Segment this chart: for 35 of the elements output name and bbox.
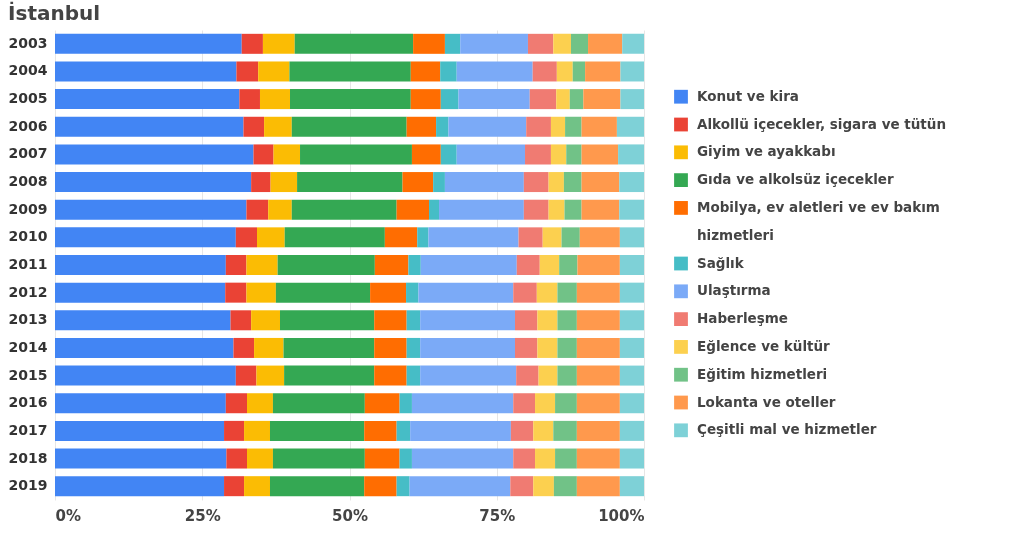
y-tick-label: 2007 bbox=[8, 145, 48, 162]
legend-label: Eğlence ve kültür bbox=[697, 337, 831, 354]
x-tick-label: 100% bbox=[598, 506, 645, 525]
legend-label: Giyim ve ayakkabı bbox=[697, 143, 836, 160]
legend-label: Gıda ve alkolsüz içecekler bbox=[697, 171, 894, 188]
x-tick-label: 0% bbox=[55, 506, 81, 525]
y-tick-label: 2010 bbox=[8, 228, 48, 245]
y-tick-label: 2008 bbox=[8, 173, 48, 190]
y-tick-label: 2013 bbox=[8, 311, 48, 328]
chart-title: İstanbul bbox=[8, 1, 101, 25]
x-tick-label: 25% bbox=[184, 506, 221, 525]
y-tick-label: 2012 bbox=[8, 283, 48, 300]
x-tick-label: 75% bbox=[479, 506, 516, 525]
legend-label: Lokanta ve oteller bbox=[697, 393, 836, 410]
y-tick-label: 2006 bbox=[8, 117, 48, 134]
legend-label: Mobilya, ev aletleri ve ev bakım hizmetleri bbox=[697, 198, 940, 243]
y-tick-label: 2019 bbox=[8, 477, 48, 494]
legend-label: Ulaştırma bbox=[697, 282, 771, 299]
x-tick-label: 50% bbox=[332, 506, 368, 525]
y-tick-label: 2015 bbox=[8, 366, 48, 383]
y-tick-label: 2011 bbox=[8, 256, 48, 272]
y-tick-label: 2004 bbox=[8, 62, 48, 79]
legend-label: Eğitim hizmetleri bbox=[697, 365, 828, 382]
legend-label: Çeşitli mal ve hizmetler bbox=[697, 421, 877, 438]
legend-label: Haberleşme bbox=[697, 310, 788, 327]
legend-label: Konut ve kira bbox=[697, 87, 799, 104]
y-tick-label: 2005 bbox=[8, 90, 48, 107]
y-tick-label: 2014 bbox=[8, 338, 48, 355]
legend-label: Alkollü içecekler, sigara ve tütün bbox=[697, 115, 947, 132]
y-tick-label: 2018 bbox=[8, 449, 48, 466]
y-tick-label: 2003 bbox=[8, 34, 48, 51]
y-tick-label: 2017 bbox=[8, 421, 48, 438]
y-tick-label: 2016 bbox=[8, 394, 48, 411]
y-tick-label: 2009 bbox=[8, 200, 48, 217]
legend-label: Sağlık bbox=[697, 254, 745, 271]
